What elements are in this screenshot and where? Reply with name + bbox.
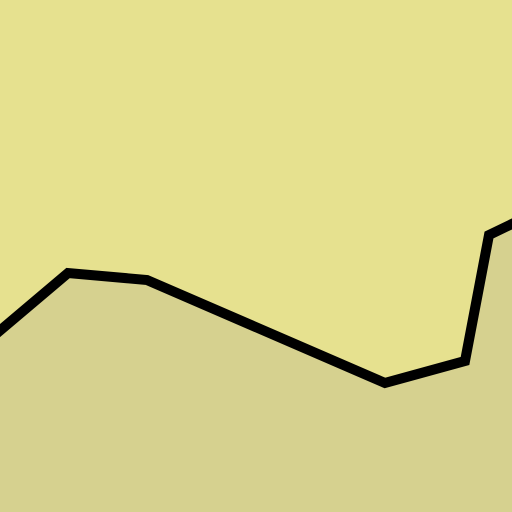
lower-region <box>0 224 512 512</box>
boundary-line <box>0 218 512 389</box>
